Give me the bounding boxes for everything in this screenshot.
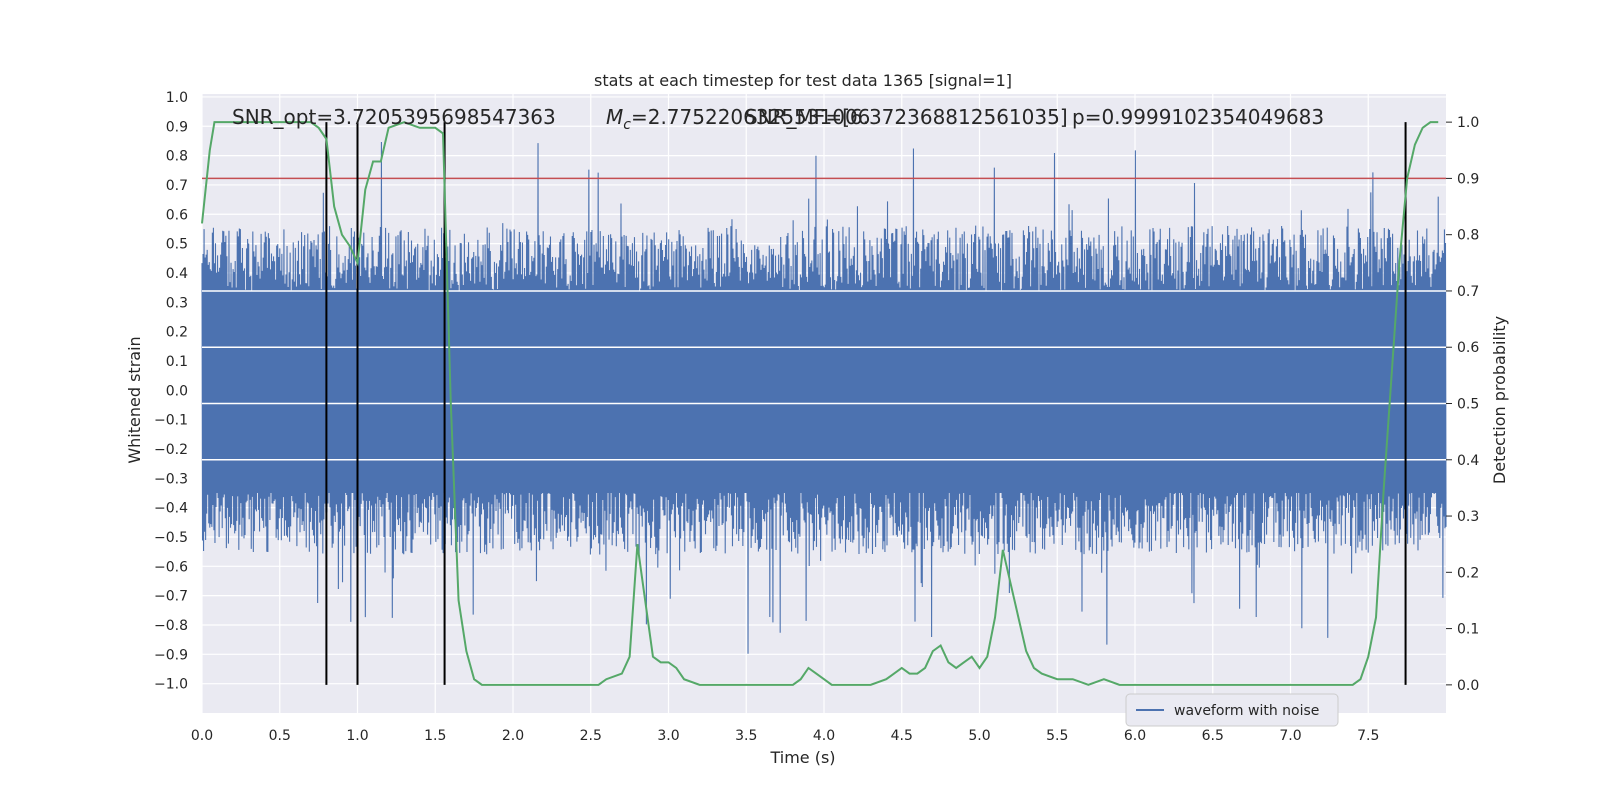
y-left-tick-label: 0.6: [166, 207, 188, 223]
y-right-tick-label: 0.3: [1457, 509, 1479, 525]
y-left-tick-label: −0.2: [154, 442, 188, 458]
y-left-tick-label: 0.8: [166, 149, 188, 165]
x-tick-label: 7.5: [1357, 728, 1379, 744]
x-axis-label: Time (s): [769, 748, 835, 767]
y-left-tick-label: 0.9: [166, 119, 188, 135]
x-tick-label: 1.5: [424, 728, 446, 744]
mc-value: =2.7752206325531006: [631, 105, 870, 129]
y-left-tick-label: 0.7: [166, 178, 188, 194]
y-left-tick-label: −0.6: [154, 559, 188, 575]
x-tick-label: 7.0: [1279, 728, 1301, 744]
y-right-tick-label: 0.1: [1457, 622, 1479, 638]
x-tick-label: 1.0: [346, 728, 368, 744]
x-tick-label: 6.0: [1124, 728, 1146, 744]
y-right-tick-label: 1.0: [1457, 115, 1479, 131]
y-left-tick-label: 0.2: [166, 325, 188, 341]
snr-mf-annotation: SNR_MF=[6.372368812561035]: [745, 105, 1068, 129]
y-left-tick-label: −0.8: [154, 618, 188, 634]
mc-subscript: c: [623, 117, 631, 133]
snr-opt-annotation: SNR_opt=3.7205395698547363: [232, 105, 556, 129]
y-left-tick-label: −0.7: [154, 589, 188, 605]
x-tick-label: 3.0: [657, 728, 679, 744]
p-value-annotation: p=0.9999102354049683: [1072, 105, 1324, 129]
mc-annotation: Mc=2.7752206325531006: [606, 105, 870, 133]
legend-label: waveform with noise: [1174, 703, 1319, 719]
y-right-tick-label: 0.6: [1457, 340, 1479, 356]
x-tick-label: 5.0: [968, 728, 990, 744]
mc-symbol: M: [606, 105, 623, 129]
y-left-axis-label: Whitened strain: [125, 336, 144, 463]
x-tick-label: 2.0: [502, 728, 524, 744]
x-tick-label: 4.0: [813, 728, 835, 744]
strain-series: [201, 142, 1447, 654]
y-right-tick-label: 0.5: [1457, 397, 1479, 413]
y-right-tick-label: 0.2: [1457, 565, 1479, 581]
x-tick-label: 6.5: [1202, 728, 1224, 744]
y-left-tick-label: −0.4: [154, 501, 188, 517]
y-right-axis-label: Detection probability: [1490, 316, 1509, 484]
x-tick-label: 5.5: [1046, 728, 1068, 744]
x-tick-label: 4.5: [891, 728, 913, 744]
y-left-tick-labels: 1.0 0.9 0.8 0.7 0.6 0.5 0.4 0.3 0.2 0.1 0.0 −0.1 −0.…: [154, 90, 188, 693]
chart-title: stats at each timestep for test data 136…: [594, 71, 1012, 90]
legend-box: [1125, 693, 1339, 727]
y-left-tick-label: 0.0: [166, 383, 188, 399]
y-left-tick-label: 0.5: [166, 237, 188, 253]
y-left-tick-label: −0.3: [154, 471, 188, 487]
y-left-tick-label: 0.1: [166, 354, 188, 370]
probability-series: [201, 121, 1439, 686]
strain-core-band: [202, 302, 1446, 493]
x-tick-label: 3.5: [735, 728, 757, 744]
y-left-tick-label: −0.5: [154, 530, 188, 546]
y-left-tick-label: −0.1: [154, 413, 188, 429]
y-left-tick-label: −1.0: [154, 677, 188, 693]
y-left-tick-label: 0.4: [166, 266, 188, 282]
legend: waveform with noise: [1125, 693, 1339, 727]
y-right-tick-label: 0.4: [1457, 453, 1479, 469]
y-right-tick-label: 0.9: [1457, 171, 1479, 187]
x-tick-label: 0.5: [269, 728, 291, 744]
x-tick-label: 0.0: [191, 728, 213, 744]
x-tick-label: 2.5: [580, 728, 602, 744]
y-left-tick-label: −0.9: [154, 647, 188, 663]
y-right-tick-label: 0.0: [1457, 678, 1479, 694]
y-right-tick-labels: 1.0 0.9 0.8 0.7 0.6 0.5 0.4 0.3 0.2 0.1 0.0: [1446, 115, 1479, 694]
y-left-tick-label: 0.3: [166, 295, 188, 311]
x-tick-labels: 0.0 0.5 1.0 1.5 2.0 2.5 3.0 3.5 4.0 4.5 5.0 5.5 6.0 6…: [191, 728, 1380, 744]
y-left-tick-label: 1.0: [166, 90, 188, 106]
y-right-tick-label: 0.7: [1457, 284, 1479, 300]
y-right-tick-label: 0.8: [1457, 228, 1479, 244]
